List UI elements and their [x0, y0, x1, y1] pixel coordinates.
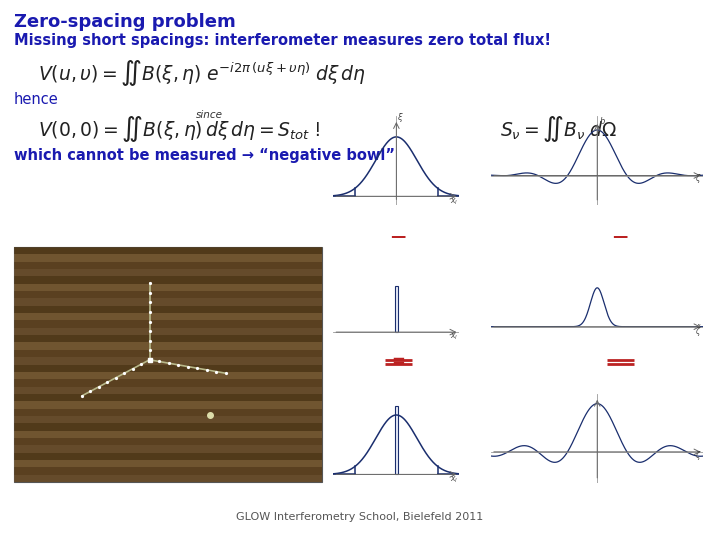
Text: —: —: [612, 230, 628, 245]
Text: $\tilde\zeta$: $\tilde\zeta$: [695, 324, 701, 339]
Bar: [14, 284, 322, 291]
Bar: [14, 350, 322, 357]
Bar: [14, 401, 322, 409]
Bar: [395, 286, 398, 332]
Text: hence: hence: [14, 92, 59, 107]
Bar: [14, 416, 322, 423]
Bar: [14, 453, 322, 460]
Text: $\zeta$: $\zeta$: [695, 172, 701, 185]
Bar: [14, 387, 322, 394]
Bar: [14, 269, 322, 276]
Bar: [14, 438, 322, 446]
Bar: [14, 247, 322, 482]
Text: which cannot be measured → “negative bowl”: which cannot be measured → “negative bow…: [14, 148, 395, 163]
Text: $b$: $b$: [599, 114, 606, 125]
Bar: [14, 306, 322, 313]
Text: Missing short spacings: interferometer measures zero total flux!: Missing short spacings: interferometer m…: [14, 33, 551, 48]
Bar: [14, 423, 322, 430]
Bar: [14, 247, 322, 254]
Bar: [14, 430, 322, 438]
Text: $x_l$: $x_l$: [450, 197, 459, 207]
Bar: [14, 328, 322, 335]
Bar: [14, 460, 322, 467]
Bar: [14, 299, 322, 306]
Bar: [14, 475, 322, 482]
Bar: [14, 313, 322, 320]
Text: $x_l$: $x_l$: [450, 332, 459, 342]
Bar: [14, 394, 322, 401]
Text: since: since: [196, 110, 223, 120]
Bar: [14, 335, 322, 342]
Bar: [14, 357, 322, 364]
Text: GLOW Interferometry School, Bielefeld 2011: GLOW Interferometry School, Bielefeld 20…: [236, 512, 484, 522]
Bar: [14, 379, 322, 387]
Bar: [14, 254, 322, 262]
Text: —: —: [390, 230, 405, 245]
Bar: [14, 409, 322, 416]
Bar: [14, 262, 322, 269]
Bar: [14, 276, 322, 284]
Text: $\zeta$: $\zeta$: [695, 449, 701, 462]
Text: =: =: [391, 353, 405, 371]
Bar: [14, 342, 322, 350]
Text: $V(u,\upsilon) = \iint B(\xi,\eta)\; e^{-i2\pi\,(u\xi+\upsilon\eta)}\; d\xi\,d\e: $V(u,\upsilon) = \iint B(\xi,\eta)\; e^{…: [38, 58, 366, 88]
Bar: [14, 291, 322, 299]
Text: Zero-spacing problem: Zero-spacing problem: [14, 13, 235, 31]
Bar: [14, 364, 322, 372]
Bar: [395, 406, 398, 475]
Text: $x_l$: $x_l$: [450, 475, 459, 485]
Bar: [14, 320, 322, 328]
Bar: [14, 372, 322, 379]
Bar: [14, 446, 322, 453]
Text: $\xi$: $\xi$: [397, 111, 403, 124]
Bar: [14, 467, 322, 475]
Text: $V(0,0) = \iint B(\xi,\eta)\, d\xi\, d\eta = S_{tot}\;!$: $V(0,0) = \iint B(\xi,\eta)\, d\xi\, d\e…: [38, 114, 320, 144]
Text: $S_\nu = \iint B_\nu\; d\Omega$: $S_\nu = \iint B_\nu\; d\Omega$: [500, 114, 617, 144]
